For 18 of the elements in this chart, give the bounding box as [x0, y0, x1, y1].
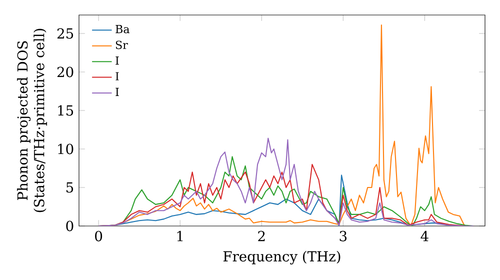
y-tick-label: 20	[57, 66, 74, 78]
x-tick-label: 3	[340, 230, 347, 242]
legend-label: I	[116, 88, 119, 96]
y-axis-title: Phonon projected DOS (States/THz·primitive cell)	[16, 28, 48, 212]
legend-label: Ba	[116, 25, 130, 34]
y-tick-label: 0	[66, 220, 74, 232]
y-tick-label: 25	[57, 28, 74, 39]
x-tick-label: 2	[258, 230, 265, 242]
x-axis-title: Frequency (THz)	[223, 250, 340, 264]
x-tick-label: 1	[177, 230, 183, 242]
x-tick-label: 0	[95, 230, 102, 242]
y-tick-label: 5	[66, 182, 74, 193]
y-tick-label: 10	[58, 144, 74, 154]
y-tick-label: 15	[58, 105, 74, 116]
legend-label: I	[116, 56, 119, 65]
legend-label: Sr	[116, 40, 128, 50]
x-tick-label: 4	[420, 230, 428, 242]
legend-label: I	[116, 72, 119, 80]
